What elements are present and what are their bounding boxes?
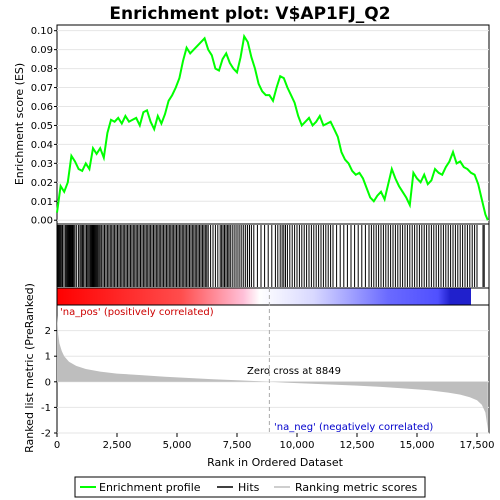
x-tick-label: 0 [54,440,60,451]
metric-panel: -2 -1 0 1 2 'na_pos' (positively correlated)… [23,283,490,453]
x-tick-label: 12,500 [340,440,375,451]
metric-y-axis-label: Ranked list metric (PreRanked) [23,283,36,453]
rank-color-bar [56,287,490,306]
hits-panel [56,223,490,289]
x-tick-label: 2,500 [103,440,132,451]
x-axis-label: Rank in Ordered Dataset [207,456,344,469]
es-y-tick-label: 0.06 [31,102,53,113]
legend-frame [74,476,426,498]
x-tick-label: 7,500 [223,440,252,451]
es-gridlines [57,30,489,221]
es-y-tick-label: 0.02 [31,178,53,189]
es-y-tick-label: 0.10 [31,26,53,37]
es-y-tick-label: 0.09 [31,45,53,56]
metric-y-tick-label: -1 [41,403,51,414]
legend: Enrichment profile Hits Ranking metric s… [74,476,426,498]
metric-y-tick-label: 0 [45,377,51,388]
legend-item-enrichment-profile: Enrichment profile [99,481,201,494]
legend-item-hits: Hits [238,481,260,494]
es-y-tick-label: 0.08 [31,64,53,75]
pos-correlated-label: 'na_pos' (positively correlated) [60,307,214,318]
series-enrichment-profile [56,33,489,221]
es-y-tick-label: 0.00 [31,216,53,227]
x-tick-label: 17,500 [460,440,495,451]
neg-correlated-label: 'na_neg' (negatively correlated) [274,422,433,433]
zero-cross-label: Zero cross at 8849 [247,366,341,377]
legend-item-ranking-metric-scores: Ranking metric scores [295,481,417,494]
es-y-tick-label: 0.01 [31,197,53,208]
metric-y-tick-label: -2 [41,429,51,440]
x-tick-label: 15,000 [400,440,435,451]
chart-title: Enrichment plot: V$AP1FJ_Q2 [109,4,390,24]
es-panel: 0.00 0.01 0.02 0.03 0.04 0.05 0.06 0.07 0.08 0.09… [13,24,490,227]
es-y-tick-label: 0.03 [31,159,53,170]
metric-y-ticks: -2 -1 0 1 2 [41,326,57,440]
metric-y-tick-label: 2 [45,326,51,337]
es-y-tick-label: 0.07 [31,83,53,94]
es-y-tick-label: 0.05 [31,121,53,132]
x-axis-ticks: 0 2,500 5,000 7,500 10,000 12,500 15,000 17,500 [54,433,495,451]
es-y-tick-label: 0.04 [31,140,53,151]
metric-panel-frame [56,304,490,434]
es-y-ticks: 0.00 0.01 0.02 0.03 0.04 0.05 0.06 0.07 0.08 0.09… [31,26,57,227]
es-panel-frame [56,24,490,225]
hit-marks [56,225,485,287]
x-tick-label: 5,000 [163,440,192,451]
color-gradient-bar [57,288,471,305]
metric-y-tick-label: 1 [45,352,51,363]
x-tick-label: 10,000 [280,440,315,451]
es-y-axis-label: Enrichment score (ES) [13,63,26,185]
